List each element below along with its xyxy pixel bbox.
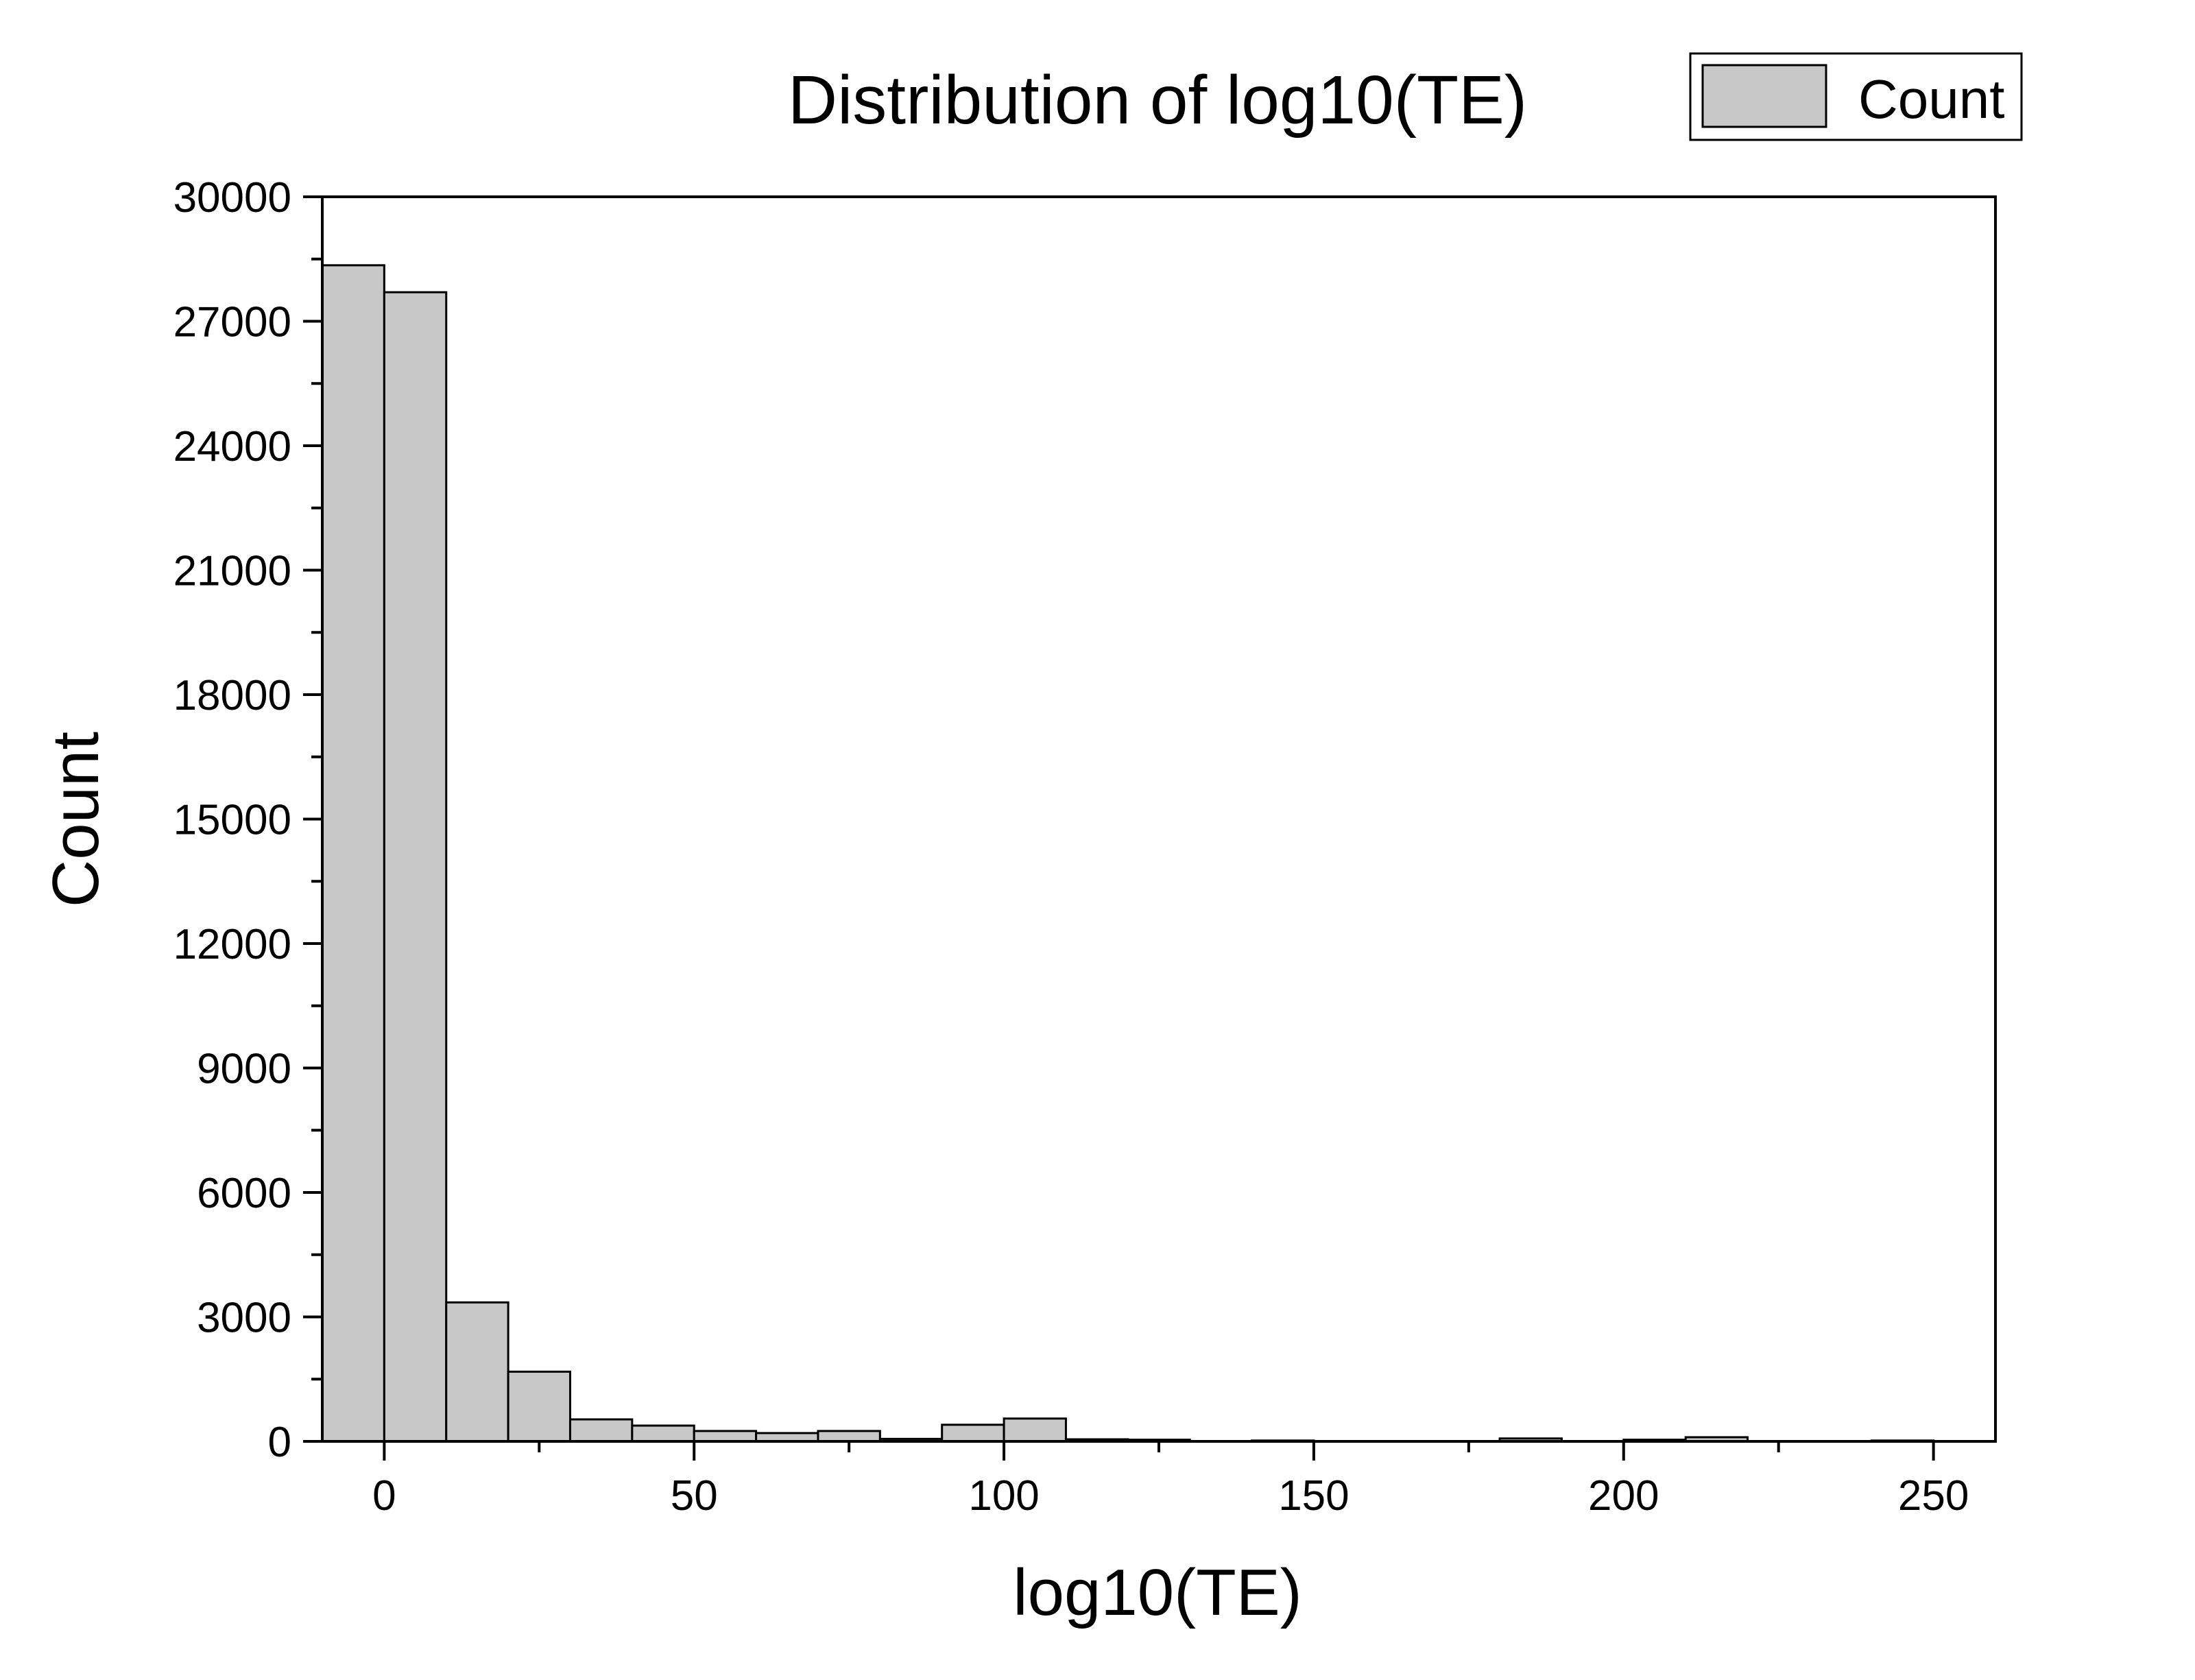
- y-tick-label: 21000: [173, 548, 291, 595]
- legend-label-count: Count: [1858, 69, 2004, 130]
- histogram-bar: [693, 1430, 758, 1443]
- y-tick-label: 9000: [197, 1046, 291, 1093]
- y-axis-title: Count: [39, 732, 112, 907]
- x-tick-label: 200: [1588, 1472, 1659, 1520]
- x-tick-label: 0: [372, 1472, 396, 1520]
- x-tick-label: 100: [968, 1472, 1039, 1520]
- x-tick-label: 150: [1278, 1472, 1349, 1520]
- y-tick-label: 18000: [173, 672, 291, 719]
- histogram-bar: [631, 1424, 695, 1443]
- y-tick-label: 6000: [197, 1170, 291, 1217]
- y-tick-label: 0: [268, 1419, 291, 1466]
- y-tick-label: 24000: [173, 423, 291, 470]
- histogram-bar: [445, 1301, 509, 1443]
- histogram-bar: [507, 1370, 571, 1443]
- histogram-bar: [941, 1424, 1005, 1443]
- histogram-bar: [383, 291, 448, 1443]
- histogram-bar: [1003, 1417, 1067, 1443]
- y-tick-label: 30000: [173, 174, 291, 221]
- histogram-bar: [817, 1430, 881, 1443]
- plot-frame: [321, 195, 1997, 1443]
- x-tick-label: 50: [671, 1472, 718, 1520]
- y-tick-label: 12000: [173, 921, 291, 968]
- y-tick-label: 15000: [173, 797, 291, 844]
- y-axis: 0 3000 6000 9000 12000 15000 18000 21000 24000 27…: [173, 174, 322, 1466]
- bars-group: [321, 264, 1935, 1443]
- x-axis: 0 50 100 150 200 250: [372, 1441, 1969, 1520]
- y-tick-label: 27000: [173, 299, 291, 346]
- chart-title: Distribution of log10(TE): [788, 62, 1527, 139]
- y-tick-label: 3000: [197, 1295, 291, 1342]
- histogram-bar: [321, 264, 385, 1443]
- legend: Count: [1689, 52, 2023, 141]
- x-axis-title: log10(TE): [1013, 1556, 1302, 1629]
- histogram-bar: [568, 1418, 634, 1443]
- x-tick-label: 250: [1898, 1472, 1969, 1520]
- legend-swatch-count: [1701, 64, 1827, 128]
